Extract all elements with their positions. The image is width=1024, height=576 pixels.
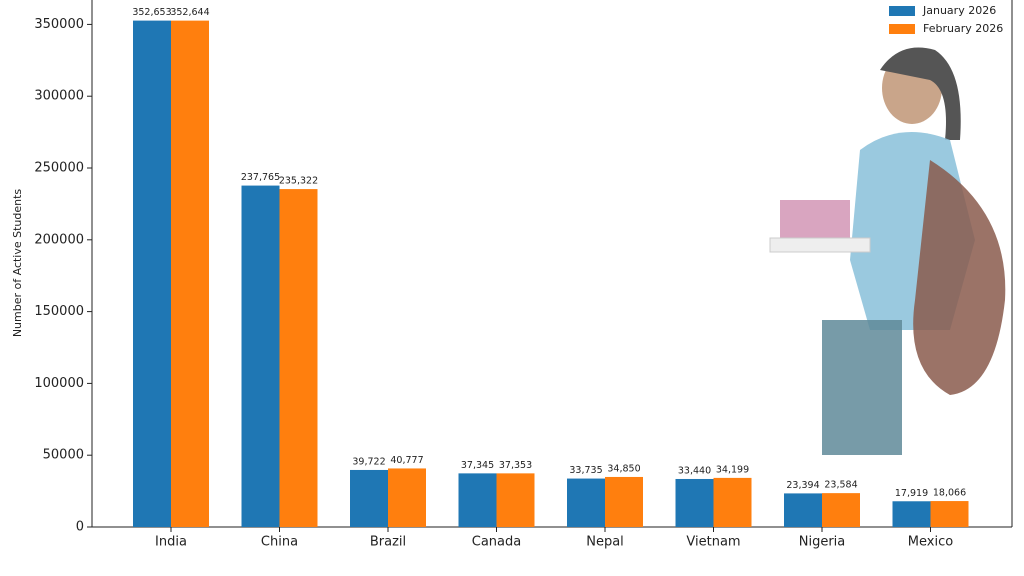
value-label: 235,322 bbox=[279, 176, 318, 187]
bar bbox=[279, 189, 318, 527]
value-label: 33,735 bbox=[569, 465, 602, 476]
value-label: 34,850 bbox=[607, 463, 640, 474]
value-label: 34,199 bbox=[716, 464, 749, 475]
value-label: 37,345 bbox=[461, 460, 494, 471]
y-tick-label: 0 bbox=[76, 520, 84, 535]
y-tick-label: 150000 bbox=[34, 304, 84, 319]
bar bbox=[605, 476, 643, 527]
bar bbox=[822, 493, 860, 527]
x-tick-label: Nigeria bbox=[799, 535, 846, 550]
x-tick-label: Canada bbox=[472, 535, 521, 550]
bar bbox=[241, 185, 280, 527]
y-tick-label: 350000 bbox=[34, 17, 84, 32]
legend-label: January 2026 bbox=[922, 4, 996, 17]
value-label: 18,066 bbox=[933, 488, 966, 499]
bar bbox=[496, 473, 535, 527]
value-label: 23,394 bbox=[786, 480, 819, 491]
y-tick-label: 250000 bbox=[34, 161, 84, 176]
bar bbox=[567, 478, 605, 527]
value-label: 37,353 bbox=[499, 460, 532, 471]
value-label: 40,777 bbox=[390, 455, 423, 466]
bar bbox=[388, 468, 426, 527]
y-axis-label: Number of Active Students bbox=[11, 189, 24, 338]
value-label: 352,644 bbox=[170, 7, 209, 18]
bar bbox=[930, 501, 969, 527]
bar bbox=[458, 473, 497, 527]
bar bbox=[171, 20, 209, 527]
bar bbox=[892, 501, 931, 527]
illustration bbox=[769, 47, 1006, 455]
legend-label: February 2026 bbox=[923, 22, 1003, 35]
legend-swatch bbox=[889, 6, 915, 16]
y-tick-label: 100000 bbox=[34, 376, 84, 391]
value-label: 39,722 bbox=[352, 456, 385, 467]
x-tick-label: Nepal bbox=[586, 535, 624, 550]
legend-swatch bbox=[889, 24, 915, 34]
value-label: 352,653 bbox=[132, 7, 171, 18]
value-label: 23,584 bbox=[824, 480, 857, 491]
bar bbox=[784, 493, 822, 527]
bar bbox=[350, 469, 388, 527]
bar bbox=[675, 478, 714, 527]
x-tick-label: Vietnam bbox=[686, 535, 740, 550]
value-label: 17,919 bbox=[895, 488, 928, 499]
y-tick-label: 200000 bbox=[34, 232, 84, 247]
value-label: 237,765 bbox=[241, 172, 280, 183]
x-tick-label: India bbox=[155, 535, 187, 550]
y-tick-label: 50000 bbox=[43, 448, 84, 463]
y-tick-label: 300000 bbox=[34, 89, 84, 104]
x-tick-label: Brazil bbox=[370, 535, 406, 550]
bar bbox=[133, 20, 171, 528]
value-label: 33,440 bbox=[678, 465, 711, 476]
x-tick-label: China bbox=[261, 535, 298, 550]
x-tick-label: Mexico bbox=[908, 535, 953, 550]
bar bbox=[713, 477, 752, 527]
